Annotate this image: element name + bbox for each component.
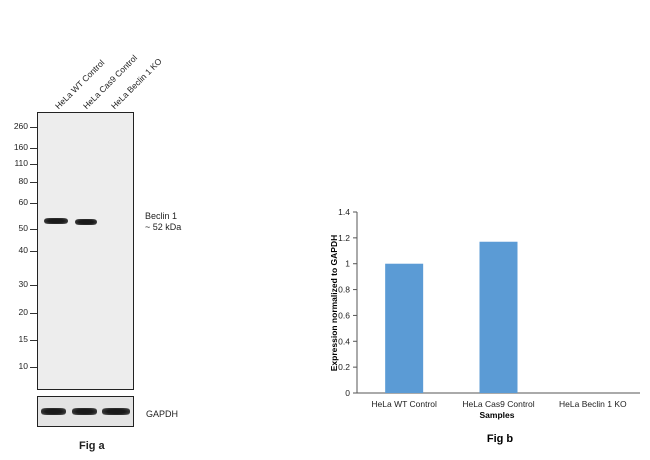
gapdh-label: GAPDH bbox=[146, 409, 179, 419]
marker-label: 160 bbox=[13, 142, 28, 152]
x-axis-title: Samples bbox=[480, 410, 515, 420]
marker-tick bbox=[30, 182, 37, 183]
band-label-protein: Beclin 1 bbox=[145, 211, 178, 221]
marker-label: 20 bbox=[18, 307, 28, 317]
y-tick-label: 0.2 bbox=[338, 362, 350, 372]
marker-label: 60 bbox=[18, 197, 28, 207]
marker-tick bbox=[30, 127, 37, 128]
y-axis-title: Expression normalized to GAPDH bbox=[329, 235, 339, 372]
marker-label: 110 bbox=[14, 158, 28, 168]
marker-tick bbox=[30, 203, 37, 204]
marker-tick bbox=[30, 340, 37, 341]
y-tick-label: 0.8 bbox=[338, 285, 350, 295]
beclin1-band-wt bbox=[44, 218, 68, 224]
beclin1-band-cas9 bbox=[75, 219, 97, 225]
y-tick-label: 0 bbox=[345, 388, 350, 398]
marker-tick bbox=[30, 229, 37, 230]
gapdh-blot-panel bbox=[37, 396, 134, 427]
x-tick-label: HeLa Beclin 1 KO bbox=[559, 399, 627, 409]
marker-label: 260 bbox=[13, 121, 28, 131]
marker-tick bbox=[30, 285, 37, 286]
x-tick-label: HeLa Cas9 Control bbox=[462, 399, 534, 409]
fig-a-caption: Fig a bbox=[79, 440, 105, 452]
marker-label: 40 bbox=[18, 245, 28, 255]
marker-tick bbox=[30, 148, 37, 149]
y-tick-label: 0.4 bbox=[338, 336, 350, 346]
y-tick-label: 1 bbox=[345, 259, 350, 269]
y-tick-label: 1.4 bbox=[338, 207, 350, 217]
fig-b-caption: Fig b bbox=[487, 433, 514, 445]
marker-label: 50 bbox=[18, 223, 28, 233]
bar bbox=[385, 263, 424, 393]
marker-tick bbox=[30, 164, 37, 165]
marker-tick bbox=[30, 313, 37, 314]
x-tick-label: HeLa WT Control bbox=[371, 399, 437, 409]
blot-panel bbox=[37, 112, 134, 390]
y-tick-label: 0.6 bbox=[338, 310, 350, 320]
marker-label: 30 bbox=[18, 279, 28, 289]
marker-label: 80 bbox=[18, 176, 28, 186]
gapdh-band bbox=[41, 408, 66, 415]
bar bbox=[479, 241, 518, 393]
band-label-size: ~ 52 kDa bbox=[145, 222, 182, 232]
marker-tick bbox=[30, 251, 37, 252]
marker-label: 10 bbox=[18, 361, 28, 371]
band-annotation: Beclin 1 ~ 52 kDa bbox=[145, 211, 181, 233]
gapdh-band bbox=[102, 408, 130, 415]
y-tick-label: 1.2 bbox=[338, 233, 350, 243]
marker-label: 15 bbox=[18, 334, 28, 344]
gapdh-band bbox=[72, 408, 97, 415]
marker-tick bbox=[30, 367, 37, 368]
